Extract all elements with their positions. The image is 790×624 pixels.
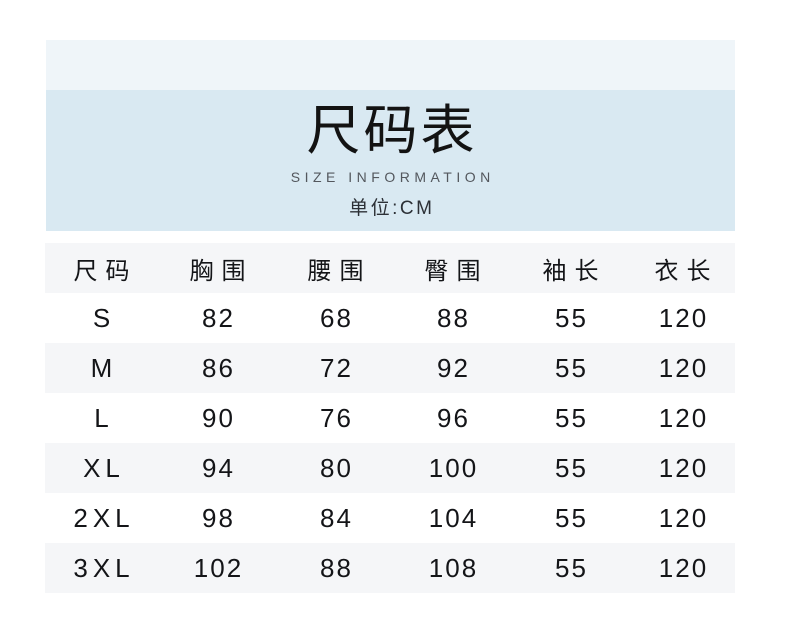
- size-cell: 3XL: [73, 552, 135, 583]
- value-cell: 86: [202, 352, 235, 383]
- value-cell: 92: [437, 352, 470, 383]
- value-cell: 90: [202, 402, 235, 433]
- value-cell: 80: [320, 452, 353, 483]
- header-title-band: 尺码表 SIZE INFORMATION 单位:CM: [46, 90, 735, 231]
- header-cell: 臀围: [424, 257, 489, 285]
- value-cell: 84: [320, 502, 353, 533]
- page-title: 尺码表: [306, 99, 478, 163]
- value-cell: 102: [193, 552, 244, 583]
- page-subtitle: SIZE INFORMATION: [290, 168, 495, 185]
- value-cell: 98: [202, 502, 235, 533]
- header-cell: 腰围: [307, 257, 372, 285]
- value-cell: 55: [555, 502, 588, 533]
- value-cell: 55: [555, 552, 588, 583]
- header-cell: 尺码: [73, 257, 138, 285]
- value-cell: 94: [202, 452, 235, 483]
- value-cell: 72: [320, 352, 353, 383]
- size-cell: S: [92, 302, 116, 333]
- value-cell: 96: [437, 402, 470, 433]
- value-cell: 100: [428, 452, 479, 483]
- table-row-S: S 82 68 88 55 120: [45, 293, 735, 343]
- header-cell: 衣长: [654, 257, 719, 285]
- table-header-row: 尺码 胸围 腰围 臀围 袖长 衣长: [45, 243, 735, 293]
- value-cell: 82: [202, 302, 235, 333]
- value-cell: 120: [658, 552, 709, 583]
- value-cell: 55: [555, 402, 588, 433]
- header-top-band: [46, 40, 735, 90]
- size-cell: L: [94, 402, 114, 433]
- value-cell: 120: [658, 502, 709, 533]
- value-cell: 55: [555, 302, 588, 333]
- value-cell: 68: [320, 302, 353, 333]
- header-cell: 袖长: [542, 257, 607, 285]
- value-cell: 88: [437, 302, 470, 333]
- table-row-XL: XL 94 80 100 55 120: [45, 443, 735, 493]
- value-cell: 104: [428, 502, 479, 533]
- value-cell: 120: [658, 452, 709, 483]
- table-row-M: M 86 72 92 55 120: [45, 343, 735, 393]
- value-cell: 76: [320, 402, 353, 433]
- size-cell: M: [90, 352, 118, 383]
- value-cell: 108: [428, 552, 479, 583]
- value-cell: 120: [658, 302, 709, 333]
- table-row-L: L 90 76 96 55 120: [45, 393, 735, 443]
- value-cell: 55: [555, 452, 588, 483]
- value-cell: 120: [658, 352, 709, 383]
- table-row-3XL: 3XL 102 88 108 55 120: [45, 543, 735, 593]
- value-cell: 120: [658, 402, 709, 433]
- size-table: 尺码 胸围 腰围 臀围 袖长 衣长 S 82 68 88 55 120 M 86 72 92 55 120 L 90 7…: [45, 243, 735, 593]
- unit-label: 单位:CM: [349, 197, 435, 219]
- value-cell: 88: [320, 552, 353, 583]
- value-cell: 55: [555, 352, 588, 383]
- header-cell: 胸围: [189, 257, 254, 285]
- size-cell: 2XL: [73, 502, 135, 533]
- table-row-2XL: 2XL 98 84 104 55 120: [45, 493, 735, 543]
- size-cell: XL: [83, 452, 125, 483]
